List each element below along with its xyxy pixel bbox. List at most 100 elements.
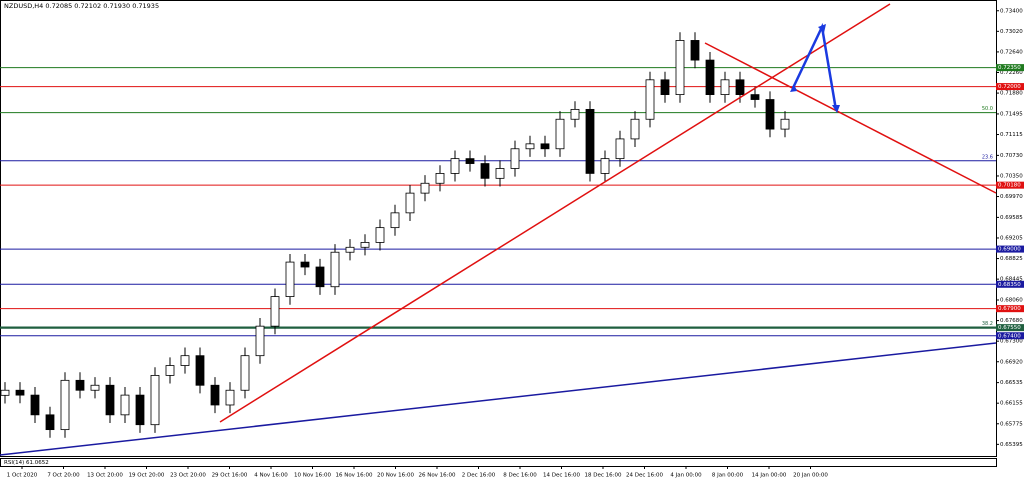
- candle-body: [210, 384, 220, 406]
- fib-label: 50.0: [982, 106, 993, 112]
- trend-line: [219, 3, 891, 423]
- candle-body: [255, 325, 265, 357]
- candle-body: [105, 384, 115, 416]
- candle-body: [570, 108, 580, 120]
- y-tick-label: 0.73400: [1000, 8, 1023, 14]
- y-tick-label: 0.70730: [1000, 153, 1023, 159]
- candle-body: [495, 168, 505, 179]
- candle-body: [465, 158, 475, 164]
- y-tick-label: 0.68445: [1000, 277, 1023, 283]
- candle-body: [645, 79, 655, 120]
- candle-body: [480, 163, 490, 179]
- fib-label: 38.2: [982, 321, 993, 327]
- y-tick-label: 0.71495: [1000, 111, 1023, 117]
- y-tick-label: 0.65775: [1000, 421, 1023, 427]
- candle-body: [315, 266, 325, 288]
- level-box: [996, 280, 1024, 288]
- candle-body: [630, 118, 640, 140]
- y-tick-label: 0.72260: [1000, 70, 1023, 76]
- x-tick-label: 20 Jan 00:00: [793, 473, 828, 479]
- price-axis: 0.73400 0.73020 0.72640 0.72260 0.71880 0.714…: [996, 8, 1024, 448]
- candle-body: [390, 212, 400, 229]
- candle-body: [15, 389, 25, 396]
- level-label: 0.67400: [998, 333, 1021, 339]
- candle-body: [375, 227, 385, 243]
- candle-body: [225, 389, 235, 406]
- x-tick-label: 18 Dec 16:00: [585, 473, 622, 479]
- x-tick-label: 2 Dec 16:00: [462, 473, 496, 479]
- x-tick-label: 14 Dec 16:00: [543, 473, 580, 479]
- chart-title: NZDUSD,H4 0.72085 0.72102 0.71930 0.7193…: [4, 2, 159, 10]
- x-tick-label: 1 Oct 2020: [7, 473, 38, 479]
- candle-body: [75, 379, 85, 391]
- candle-body: [585, 108, 595, 174]
- trend-line: [0, 342, 997, 456]
- candle-body: [690, 40, 700, 61]
- candle-body: [780, 118, 790, 130]
- candle-body: [405, 192, 415, 214]
- y-tick-label: 0.66920: [1000, 359, 1023, 365]
- candle-body: [195, 355, 205, 386]
- candle-body: [735, 79, 745, 95]
- level-box: [996, 245, 1024, 253]
- y-tick-label: 0.67680: [1000, 318, 1023, 324]
- y-tick-label: 0.72640: [1000, 49, 1023, 55]
- plot-frame: [0, 0, 997, 457]
- candle-body: [270, 296, 280, 327]
- candle-body: [615, 138, 625, 160]
- y-tick-label: 0.67300: [1000, 339, 1023, 345]
- arrow-head: [790, 84, 797, 92]
- x-tick-label: 26 Nov 16:00: [418, 473, 456, 479]
- level-label: 0.72000: [998, 84, 1021, 90]
- level-box: [996, 324, 1024, 332]
- candle-body: [150, 374, 160, 426]
- x-tick-label: 10 Nov 16:00: [294, 473, 332, 479]
- candle-body: [435, 173, 445, 184]
- x-tick-label: 13 Oct 20:00: [87, 473, 123, 479]
- arrow-head: [832, 105, 840, 113]
- y-tick-label: 0.65395: [1000, 442, 1023, 448]
- candle-body: [600, 158, 610, 174]
- y-tick-label: 0.69970: [1000, 194, 1023, 200]
- x-tick-label: 23 Oct 20:00: [170, 473, 206, 479]
- level-label: 0.70180: [998, 183, 1021, 189]
- level-box: [996, 305, 1024, 313]
- candles: [0, 32, 790, 438]
- candle-body: [45, 414, 55, 431]
- candle-body: [330, 251, 340, 288]
- candle-body: [705, 59, 715, 95]
- candle-body: [300, 261, 310, 268]
- candle-body: [285, 261, 295, 297]
- x-tick-label: 7 Oct 20:00: [47, 473, 80, 479]
- x-tick-label: 4 Jan 00:00: [670, 473, 702, 479]
- x-tick-label: 29 Oct 16:00: [212, 473, 248, 479]
- y-tick-label: 0.68825: [1000, 256, 1023, 262]
- x-tick-label: 24 Dec 16:00: [626, 473, 663, 479]
- y-tick-label: 0.71880: [1000, 91, 1023, 97]
- candle-body: [750, 94, 760, 100]
- candle-body: [30, 394, 40, 416]
- indicator-label: RSI(14) 61.0652: [4, 460, 49, 466]
- level-label: 0.72350: [998, 65, 1021, 71]
- candle-body: [420, 182, 430, 194]
- x-tick-label: 20 Nov 16:00: [377, 473, 415, 479]
- level-label: 0.67900: [998, 306, 1021, 312]
- candle-body: [540, 143, 550, 150]
- y-tick-label: 0.66535: [1000, 380, 1023, 386]
- candle-body: [675, 40, 685, 96]
- y-tick-label: 0.70350: [1000, 173, 1023, 179]
- level-box: [996, 83, 1024, 91]
- y-tick-label: 0.69205: [1000, 235, 1023, 241]
- candle-body: [240, 355, 250, 391]
- y-tick-label: 0.69585: [1000, 215, 1023, 221]
- indicator-frame: [0, 458, 997, 467]
- candle-body: [165, 365, 175, 376]
- candle-body: [450, 158, 460, 174]
- candle-body: [135, 394, 145, 426]
- candle-body: [345, 246, 355, 253]
- candle-body: [660, 79, 670, 95]
- x-tick-label: 16 Nov 16:00: [335, 473, 373, 479]
- x-tick-label: 4 Nov 16:00: [254, 473, 288, 479]
- y-tick-label: 0.66155: [1000, 401, 1023, 407]
